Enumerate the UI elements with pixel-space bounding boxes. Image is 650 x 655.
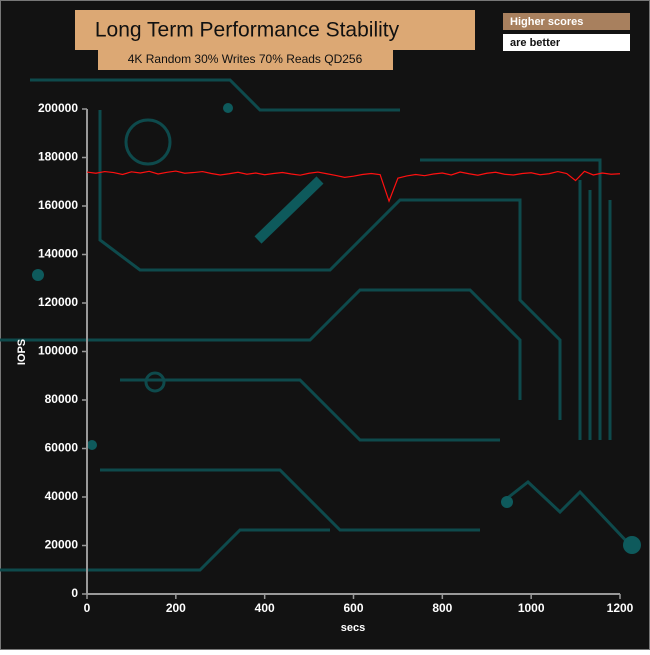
y-tick-label: 200000 bbox=[38, 101, 78, 115]
x-tick-label: 400 bbox=[255, 601, 275, 615]
x-tick-label: 0 bbox=[84, 601, 91, 615]
chart-title: Long Term Performance Stability bbox=[95, 19, 400, 42]
title-box bbox=[75, 10, 475, 50]
y-tick-label: 180000 bbox=[38, 150, 78, 164]
chart-subtitle: 4K Random 30% Writes 70% Reads QD256 bbox=[128, 52, 363, 66]
y-axis-label: IOPS bbox=[16, 339, 28, 365]
note-box bbox=[503, 34, 630, 51]
y-tick-label: 60000 bbox=[45, 441, 79, 455]
y-tick-label: 40000 bbox=[45, 489, 79, 503]
y-tick-label: 0 bbox=[71, 586, 78, 600]
annotation: Higher scores bbox=[510, 16, 583, 28]
y-tick-label: 160000 bbox=[38, 198, 78, 212]
x-tick-label: 1200 bbox=[607, 601, 634, 615]
y-tick-label: 120000 bbox=[38, 295, 78, 309]
x-axis-label: secs bbox=[341, 622, 365, 634]
x-tick-label: 800 bbox=[432, 601, 452, 615]
subtitle-box bbox=[98, 50, 393, 70]
circuit-decoration bbox=[0, 78, 641, 572]
x-tick-label: 1000 bbox=[518, 601, 545, 615]
data-line bbox=[86, 170, 621, 203]
y-tick-label: 100000 bbox=[38, 344, 78, 358]
y-tick-label: 80000 bbox=[45, 392, 79, 406]
y-tick-label: 20000 bbox=[45, 538, 79, 552]
y-tick-label: 140000 bbox=[38, 247, 78, 261]
annotation: are better bbox=[510, 37, 561, 49]
x-tick-label: 200 bbox=[166, 601, 186, 615]
x-tick-label: 600 bbox=[343, 601, 363, 615]
note-box bbox=[503, 13, 630, 30]
